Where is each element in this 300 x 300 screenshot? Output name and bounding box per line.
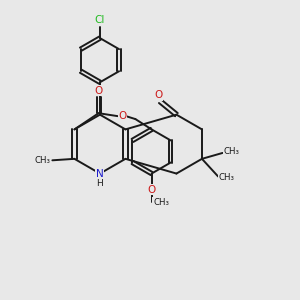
Text: H: H	[97, 179, 103, 188]
Text: CH₃: CH₃	[35, 156, 51, 165]
Text: CH₃: CH₃	[219, 173, 235, 182]
Text: O: O	[94, 85, 103, 95]
Text: CH₃: CH₃	[153, 198, 169, 207]
Text: Cl: Cl	[95, 15, 105, 26]
Text: O: O	[118, 111, 127, 121]
Text: N: N	[96, 169, 104, 178]
Text: O: O	[148, 185, 156, 195]
Text: CH₃: CH₃	[224, 147, 239, 156]
Text: O: O	[154, 90, 162, 100]
